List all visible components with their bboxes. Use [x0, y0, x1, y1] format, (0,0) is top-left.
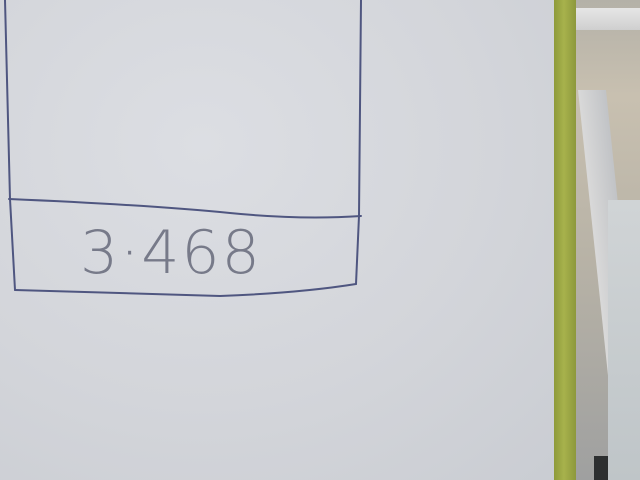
- hand-drawn-box: [4, 0, 362, 298]
- box-bottom-line: [14, 283, 357, 298]
- box-divider-line: [8, 198, 362, 219]
- whiteboard-surface: 3·468: [0, 0, 578, 480]
- handwritten-number: 3·468: [80, 218, 262, 288]
- door-frame-top: [576, 8, 640, 30]
- dark-corner: [594, 456, 608, 480]
- box-left-line: [4, 0, 16, 291]
- whiteboard-frame-edge: [554, 0, 576, 480]
- box-right-line: [355, 0, 362, 285]
- wall-shadow: [608, 200, 640, 480]
